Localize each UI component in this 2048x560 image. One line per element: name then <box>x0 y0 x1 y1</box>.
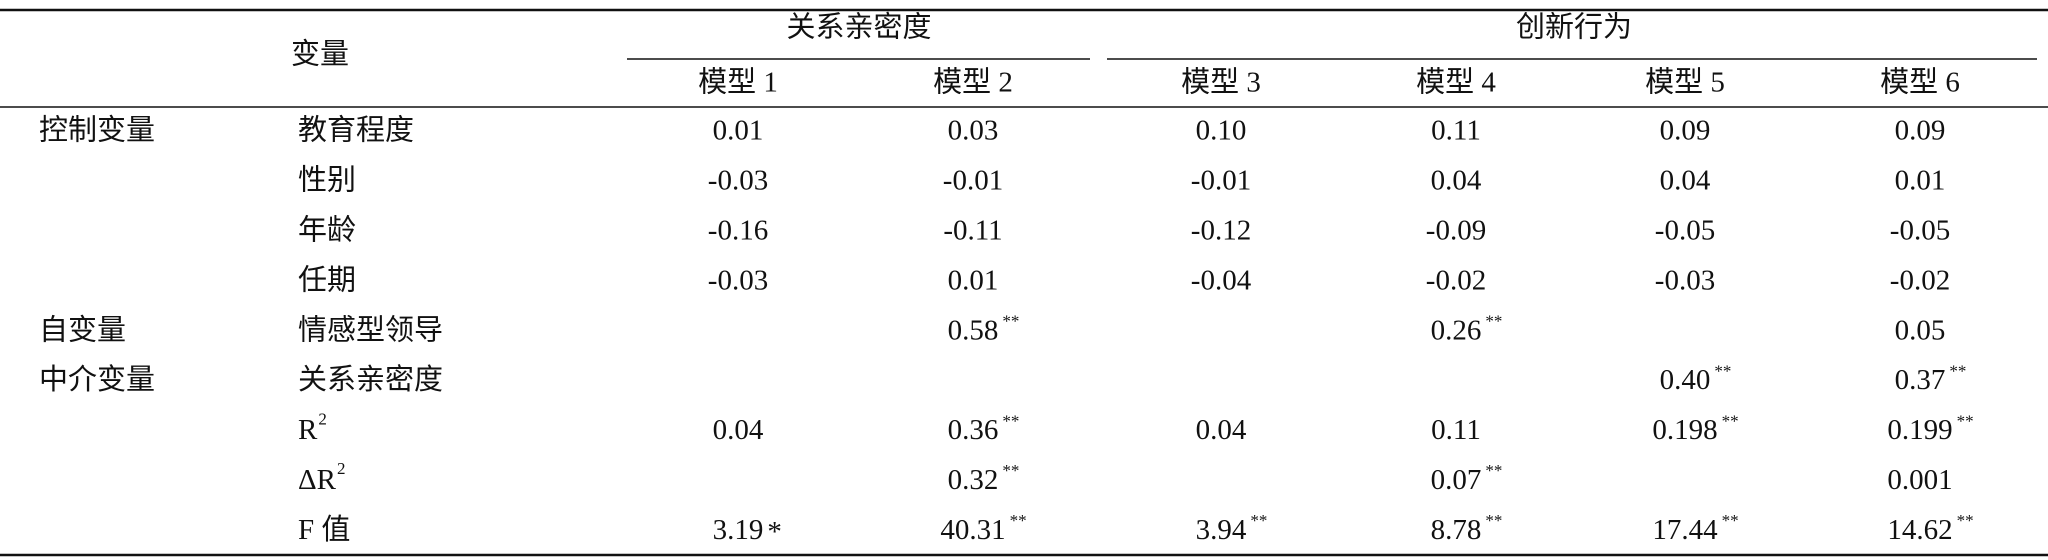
significance: * <box>767 516 782 548</box>
significance: ** <box>1957 511 1974 530</box>
model-header: 模型 1 <box>698 66 778 99</box>
cell-value: -0.16 <box>708 214 768 246</box>
significance: ** <box>1949 361 1966 380</box>
cell-value: -0.02 <box>1890 264 1950 296</box>
cell-value: 0.11 <box>1431 115 1481 147</box>
significance: ** <box>1714 361 1731 380</box>
significance: ** <box>1250 511 1267 530</box>
cell-value: 17.44 <box>1652 514 1718 546</box>
cell-value: -0.05 <box>1890 214 1950 246</box>
cell-value: 0.09 <box>1895 115 1946 147</box>
cell-value: 8.78 <box>1431 514 1482 546</box>
significance: ** <box>1002 411 1019 430</box>
significance: ** <box>1485 312 1502 331</box>
significance: ** <box>1722 511 1739 530</box>
cell-value: -0.01 <box>1191 165 1251 197</box>
cell-value: -0.12 <box>1191 214 1251 246</box>
group-label: 中介变量 <box>39 363 155 396</box>
group-label: 自变量 <box>39 313 126 346</box>
superscript: 2 <box>337 459 346 478</box>
row-label: 情感型领导 <box>298 313 443 346</box>
significance: ** <box>1485 461 1502 480</box>
row-label: 任期 <box>298 263 356 296</box>
cell-value: -0.02 <box>1426 264 1486 296</box>
model-header: 模型 6 <box>1880 66 1960 99</box>
cell-value: -0.09 <box>1426 214 1486 246</box>
cell-value: 0.03 <box>948 115 999 147</box>
cell-value: 0.001 <box>1887 464 1952 496</box>
cell-value: 0.04 <box>1431 165 1482 197</box>
significance: ** <box>1485 511 1502 530</box>
cell-value: -0.01 <box>943 165 1003 197</box>
model-header: 模型 5 <box>1645 66 1725 99</box>
row-label: 教育程度 <box>298 114 414 147</box>
cell-value: 0.40 <box>1660 364 1711 396</box>
cell-value: 0.11 <box>1431 414 1481 446</box>
cell-value: 40.31 <box>940 514 1005 546</box>
cell-value: 0.01 <box>1895 165 1946 197</box>
cell-value: 0.10 <box>1196 115 1247 147</box>
cell-value: 0.01 <box>713 115 764 147</box>
model-header: 模型 2 <box>933 66 1013 99</box>
cell-value: 0.04 <box>1660 165 1711 197</box>
cell-value: 0.09 <box>1660 115 1711 147</box>
significance: ** <box>1957 411 1974 430</box>
model-header: 模型 4 <box>1416 66 1496 99</box>
cell-value: -0.05 <box>1655 214 1715 246</box>
cell-value: -0.11 <box>943 214 1002 246</box>
row-label: R <box>298 414 318 446</box>
cell-value: 3.19 <box>713 514 764 546</box>
significance: ** <box>1010 511 1027 530</box>
variable-header: 变量 <box>291 38 349 71</box>
cell-value: 0.05 <box>1895 314 1946 346</box>
cell-value: 0.32 <box>948 464 999 496</box>
significance: ** <box>1722 411 1739 430</box>
cell-value: -0.03 <box>708 264 768 296</box>
row-label: 年龄 <box>298 213 356 246</box>
cell-value: 0.04 <box>1196 414 1247 446</box>
group-header: 关系亲密度 <box>786 11 931 44</box>
row-label: F 值 <box>298 513 350 546</box>
cell-value: 0.58 <box>948 314 999 346</box>
cell-value: 14.62 <box>1887 514 1952 546</box>
model-header: 模型 3 <box>1181 66 1261 99</box>
cell-value: 0.01 <box>948 264 999 296</box>
cell-value: -0.03 <box>1655 264 1715 296</box>
group-label: 控制变量 <box>39 114 155 147</box>
row-label: 性别 <box>298 164 356 197</box>
cell-value: -0.04 <box>1191 264 1252 296</box>
row-label: 关系亲密度 <box>298 363 443 396</box>
cell-value: 0.37 <box>1895 364 1946 396</box>
superscript: 2 <box>318 409 327 428</box>
significance: ** <box>1002 312 1019 331</box>
significance: ** <box>1002 461 1019 480</box>
group-header: 创新行为 <box>1516 11 1632 44</box>
cell-value: 0.04 <box>713 414 764 446</box>
cell-value: 3.94 <box>1196 514 1247 546</box>
cell-value: 0.07 <box>1431 464 1482 496</box>
cell-value: -0.03 <box>708 165 768 197</box>
cell-value: 0.198 <box>1652 414 1717 446</box>
cell-value: 0.199 <box>1887 414 1952 446</box>
row-label: ΔR <box>298 464 337 496</box>
cell-value: 0.36 <box>948 414 999 446</box>
cell-value: 0.26 <box>1431 314 1482 346</box>
